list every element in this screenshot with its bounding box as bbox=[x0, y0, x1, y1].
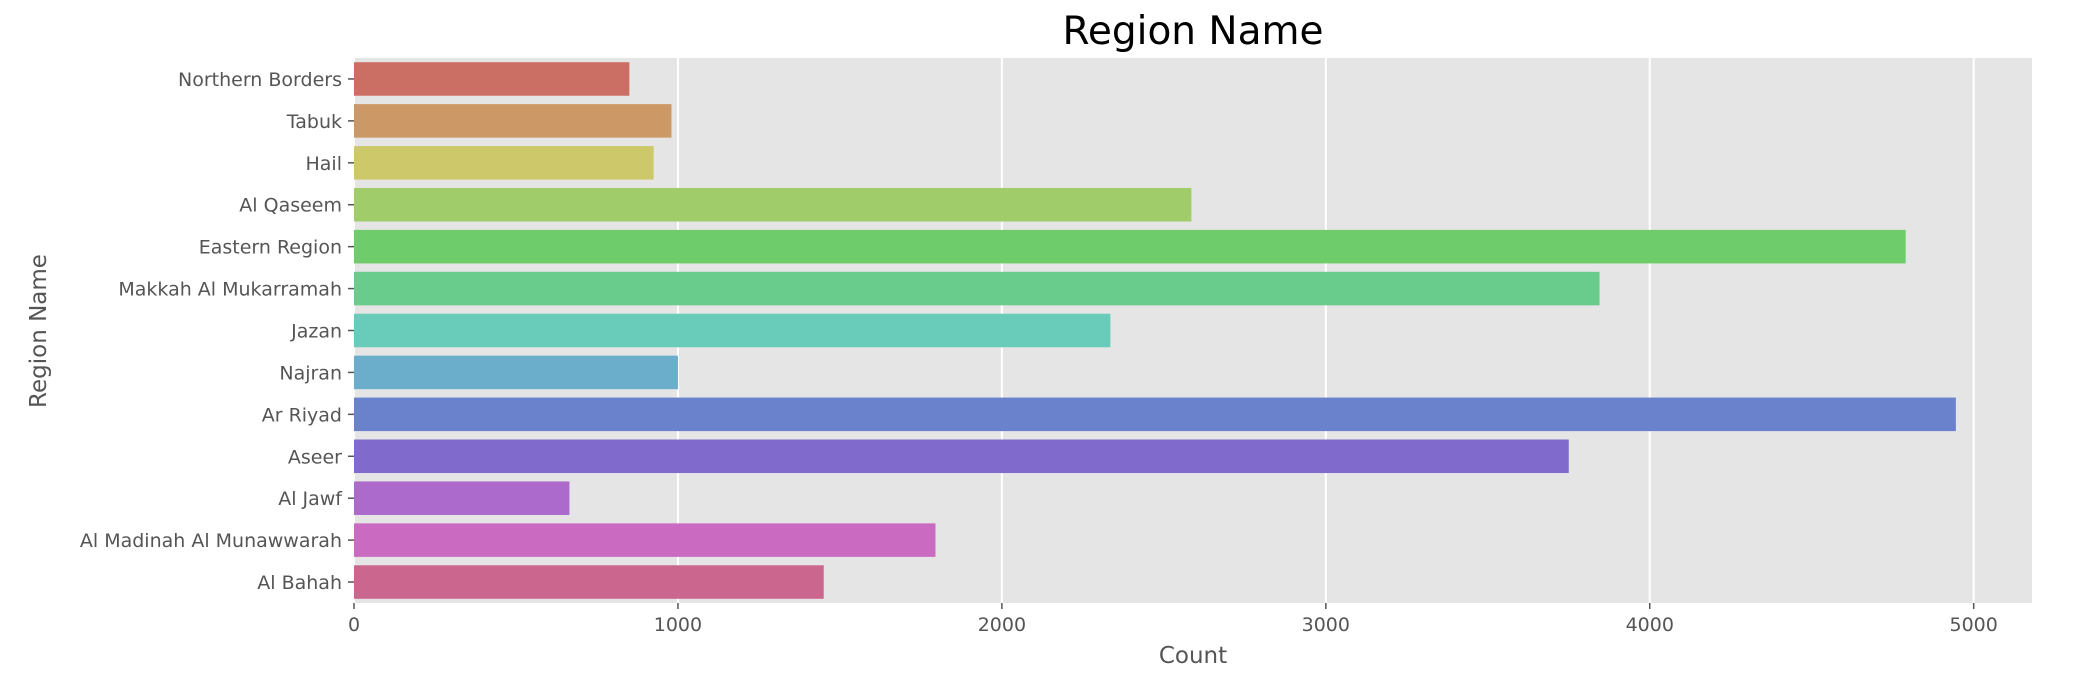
y-tick-label: Eastern Region bbox=[199, 237, 342, 259]
y-tick-label: Jazan bbox=[290, 321, 342, 343]
bar bbox=[354, 187, 1192, 222]
bar bbox=[354, 439, 1569, 474]
y-tick-label: Al Madinah Al Munawwarah bbox=[80, 530, 342, 552]
bar bbox=[354, 397, 1956, 432]
y-tick-label: Al Bahah bbox=[257, 572, 342, 594]
bar bbox=[354, 481, 570, 515]
x-axis-ticks: 0 1000 2000 3000 4000 5000 bbox=[348, 603, 1998, 636]
x-tick-label: 2000 bbox=[978, 614, 1026, 636]
bar bbox=[354, 313, 1111, 348]
bar bbox=[354, 229, 1906, 264]
y-tick-label: Ar Riyad bbox=[262, 404, 342, 426]
x-tick-label: 4000 bbox=[1626, 614, 1674, 636]
y-tick-label: Hail bbox=[306, 153, 343, 175]
y-tick-label: Tabuk bbox=[286, 111, 342, 133]
y-tick-label: Makkah Al Mukarramah bbox=[118, 279, 342, 301]
bar bbox=[354, 104, 672, 138]
bars bbox=[354, 62, 1956, 599]
chart-title: Region Name bbox=[1063, 9, 1324, 54]
bar bbox=[354, 62, 630, 96]
y-axis-label: Region Name bbox=[26, 254, 52, 408]
bar bbox=[354, 523, 936, 557]
x-tick-label: 0 bbox=[348, 614, 360, 636]
y-axis-ticks: Northern Borders Tabuk Hail Al Qaseem Easter… bbox=[80, 69, 354, 594]
x-tick-label: 5000 bbox=[1950, 614, 1998, 636]
y-tick-label: Northern Borders bbox=[178, 69, 342, 91]
y-tick-label: Al Jawf bbox=[278, 488, 343, 510]
x-tick-label: 3000 bbox=[1302, 614, 1350, 636]
bar bbox=[354, 146, 654, 180]
x-tick-label: 1000 bbox=[654, 614, 702, 636]
bar bbox=[354, 565, 824, 599]
bar bbox=[354, 271, 1600, 306]
y-tick-label: Al Qaseem bbox=[239, 195, 342, 217]
y-tick-label: Aseer bbox=[288, 446, 342, 468]
y-tick-label: Najran bbox=[279, 362, 342, 384]
x-axis-label: Count bbox=[1159, 643, 1227, 669]
bar bbox=[354, 355, 678, 390]
